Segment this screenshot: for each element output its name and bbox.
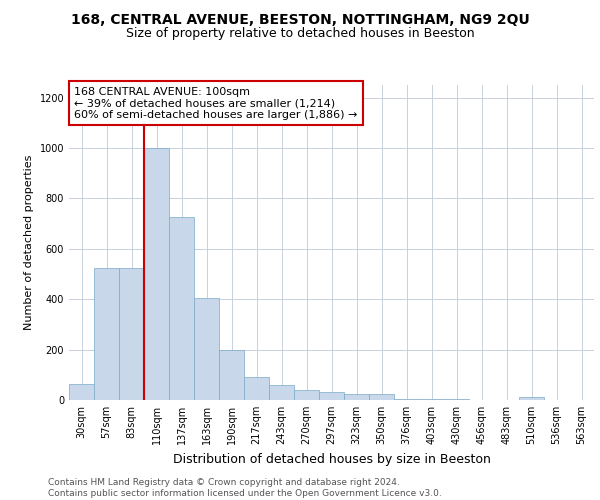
- Y-axis label: Number of detached properties: Number of detached properties: [24, 155, 34, 330]
- Bar: [369, 394, 394, 400]
- Bar: [144, 148, 169, 400]
- Bar: [269, 386, 294, 400]
- Bar: [344, 394, 369, 400]
- Text: 168, CENTRAL AVENUE, BEESTON, NOTTINGHAM, NG9 2QU: 168, CENTRAL AVENUE, BEESTON, NOTTINGHAM…: [71, 12, 529, 26]
- Text: 168 CENTRAL AVENUE: 100sqm
← 39% of detached houses are smaller (1,214)
60% of s: 168 CENTRAL AVENUE: 100sqm ← 39% of deta…: [74, 86, 358, 120]
- Bar: [444, 399, 469, 400]
- Bar: [294, 390, 319, 400]
- Bar: [119, 268, 144, 400]
- Bar: [194, 298, 219, 400]
- Bar: [94, 268, 119, 400]
- X-axis label: Distribution of detached houses by size in Beeston: Distribution of detached houses by size …: [173, 452, 490, 466]
- Bar: [319, 392, 344, 400]
- Text: Size of property relative to detached houses in Beeston: Size of property relative to detached ho…: [125, 28, 475, 40]
- Bar: [519, 397, 544, 400]
- Bar: [244, 378, 269, 400]
- Bar: [69, 384, 94, 400]
- Bar: [169, 218, 194, 400]
- Bar: [419, 399, 444, 400]
- Text: Contains HM Land Registry data © Crown copyright and database right 2024.
Contai: Contains HM Land Registry data © Crown c…: [48, 478, 442, 498]
- Bar: [394, 399, 419, 400]
- Bar: [219, 350, 244, 400]
